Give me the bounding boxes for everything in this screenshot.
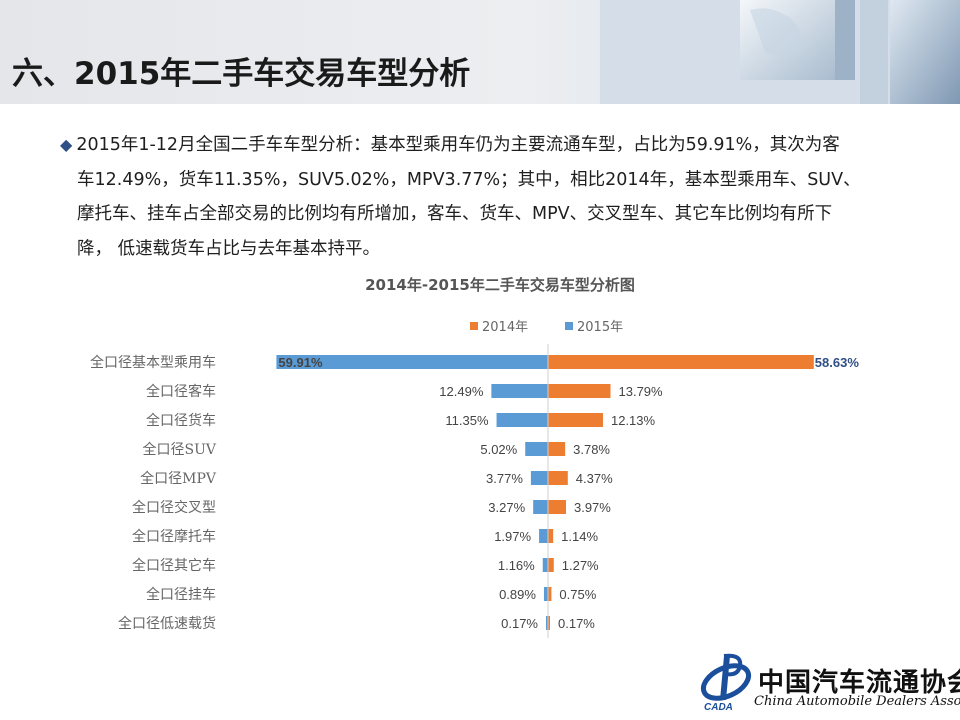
data-label-2015: 12.49% [439, 384, 484, 399]
data-label-2014: 13.79% [619, 384, 664, 399]
bar-2014 [548, 587, 552, 601]
bar-2014 [548, 558, 554, 572]
bar-2015 [530, 471, 548, 485]
header-banner: 六、2015年二手车交易车型分析 [0, 0, 960, 104]
bar-2014 [548, 500, 566, 514]
category-label: 全口径基本型乘用车 [90, 354, 216, 371]
summary-line-3: 摩托车、挂车占全部交易的比例均有所增加，客车、货车、MPV、交叉型车、其它车比例… [77, 204, 833, 224]
logo-english-name: China Automobile Dealers Association [754, 694, 960, 709]
bar-2014 [548, 384, 611, 398]
category-label: 全口径摩托车 [132, 528, 216, 545]
cada-logo: CADA 中国汽车流通协会 China Automobile Dealers A… [690, 650, 960, 716]
logo-abbreviation: CADA [704, 702, 733, 713]
category-label: 全口径其它车 [132, 557, 216, 574]
data-label-2015: 1.97% [494, 529, 531, 544]
logo-chinese-name: 中国汽车流通协会 [758, 668, 960, 698]
bar-2014 [548, 529, 554, 543]
category-label: 全口径低速载货 [118, 615, 216, 632]
summary-line-4: 降， 低速载货车占比与去年基本持平。 [77, 238, 381, 259]
legend-swatch-2 [565, 322, 573, 330]
category-label: 全口径客车 [146, 383, 216, 400]
category-label: 全口径交叉型 [132, 499, 216, 516]
data-label-2014: 1.27% [562, 558, 599, 573]
bar-2014 [548, 413, 603, 427]
summary-line-1: ◆ 2015年1-12月全国二手车车型分析：基本型乘用车仍为主要流通车型，占比为5… [60, 128, 900, 163]
data-label-2015: 0.89% [499, 587, 536, 602]
data-label-2014: 0.17% [558, 616, 595, 631]
header-decoration-image [600, 0, 960, 104]
bar-2015 [525, 442, 548, 456]
butterfly-bar-chart: 2014年-2015年二手车交易车型分析图 2014年 2015年全口径基本型乘用车… [90, 276, 860, 638]
bar-2015 [543, 587, 548, 601]
bar-2015 [542, 558, 548, 572]
summary-paragraph: ◆ 2015年1-12月全国二手车车型分析：基本型乘用车仍为主要流通车型，占比为5… [60, 128, 900, 266]
data-label-2015: 3.77% [486, 471, 523, 486]
category-label: 全口径MPV [140, 470, 217, 487]
data-label-2015: 0.17% [501, 616, 538, 631]
bar-2015 [533, 500, 548, 514]
data-label-2014: 0.75% [559, 587, 596, 602]
bar-2015 [496, 413, 548, 427]
data-label-2015: 11.35% [445, 413, 489, 428]
bar-2015 [539, 529, 548, 543]
data-label-2015: 3.27% [488, 500, 525, 515]
data-label-2014: 4.37% [576, 471, 613, 486]
category-label: 全口径挂车 [146, 586, 216, 603]
data-label-2014: 12.13% [611, 413, 656, 428]
data-label-2015: 1.16% [498, 558, 535, 573]
data-label-2015: 5.02% [480, 442, 517, 457]
bar-2015 [491, 384, 548, 398]
page-title: 六、2015年二手车交易车型分析 [12, 56, 471, 92]
data-label-2014: 58.63% [815, 355, 860, 370]
cada-emblem-icon [700, 653, 752, 701]
data-label-2014: 1.14% [561, 529, 598, 544]
bar-2014 [548, 471, 568, 485]
legend-label-2: 2015年 [577, 320, 623, 335]
bar-2015 [276, 355, 548, 369]
bar-2014 [548, 616, 550, 630]
bullet-diamond-icon: ◆ [60, 135, 73, 154]
category-label: 全口径SUV [143, 441, 217, 458]
data-label-2014: 3.78% [573, 442, 610, 457]
data-label-2015: 59.91% [278, 355, 323, 370]
data-label-2014: 3.97% [574, 500, 611, 515]
bar-2014 [548, 442, 566, 456]
summary-text-1: 2015年1-12月全国二手车车型分析：基本型乘用车仍为主要流通车型，占比为59… [76, 135, 840, 155]
category-label: 全口径货车 [146, 412, 216, 429]
chart-title: 2014年-2015年二手车交易车型分析图 [365, 276, 635, 294]
legend-label-1: 2014年 [482, 320, 528, 335]
bar-2015 [546, 616, 548, 630]
bar-2014 [548, 355, 814, 369]
summary-line-2: 车12.49%，货车11.35%，SUV5.02%，MPV3.77%；其中，相比… [77, 169, 861, 190]
legend-swatch-1 [470, 322, 478, 330]
